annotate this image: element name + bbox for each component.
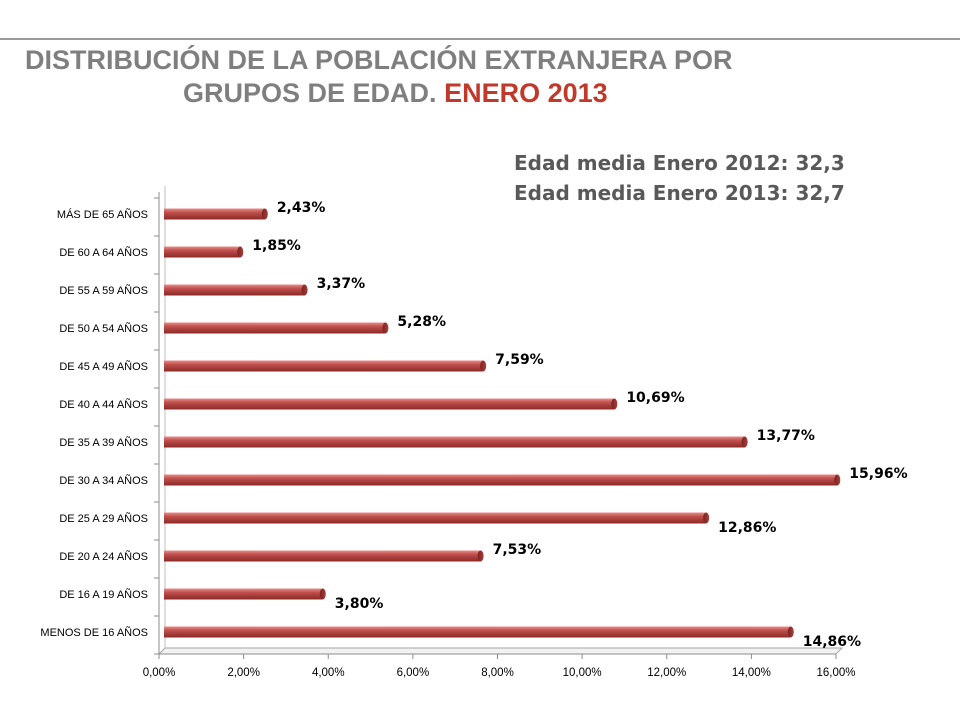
- category-label: DE 45 A 49 AÑOS: [59, 360, 148, 373]
- category-label: DE 16 A 19 AÑOS: [59, 588, 148, 601]
- bar: [164, 322, 386, 334]
- bar: [164, 208, 265, 220]
- data-label: 3,80%: [335, 596, 384, 612]
- x-tick-label: 2,00%: [227, 667, 260, 679]
- average-age-notes: Edad media Enero 2012: 32,3 Edad media E…: [514, 148, 845, 208]
- bar-end-cap: [611, 398, 618, 410]
- x-tick-label: 10,00%: [563, 667, 602, 679]
- chart-axes: 0,00% 2,00% 4,00% 6,00% 8,00% 10,00% 12,00% 14,…: [143, 186, 856, 679]
- x-tick-label: 12,00%: [647, 667, 686, 679]
- average-age-2013: Edad media Enero 2013: 32,7: [514, 181, 845, 205]
- data-label: 2,43%: [277, 200, 326, 216]
- x-tick-label: 8,00%: [481, 667, 514, 679]
- bar-end-cap: [261, 208, 268, 220]
- bar-end-cap: [787, 626, 794, 638]
- category-label: DE 60 A 64 AÑOS: [59, 246, 148, 259]
- category-label: DE 30 A 34 AÑOS: [59, 474, 148, 487]
- category-label: MÁS DE 65 AÑOS: [57, 208, 148, 221]
- bar-end-cap: [834, 474, 841, 486]
- bar-end-cap: [319, 588, 326, 600]
- bar-end-cap: [703, 512, 710, 524]
- data-label: 7,53%: [493, 542, 542, 558]
- x-tick-label: 16,00%: [816, 667, 855, 679]
- bar: [164, 550, 481, 562]
- x-tick-label: 4,00%: [312, 667, 345, 679]
- data-label: 12,86%: [718, 520, 776, 536]
- x-tick-label: 0,00%: [143, 667, 176, 679]
- category-label: DE 50 A 54 AÑOS: [59, 322, 148, 335]
- category-label: DE 55 A 59 AÑOS: [59, 284, 148, 297]
- title-line-1: DISTRIBUCIÓN DE LA POBLACIÓN EXTRANJERA …: [25, 45, 733, 75]
- bar-end-cap: [741, 436, 748, 448]
- title-date-highlight: ENERO 2013: [444, 78, 608, 108]
- bar: [164, 474, 838, 486]
- bar: [164, 284, 305, 296]
- top-divider-line: [0, 38, 960, 40]
- bar-end-cap: [301, 284, 308, 296]
- category-label: MENOS DE 16 AÑOS: [40, 626, 148, 639]
- bar-end-cap: [382, 322, 389, 334]
- bar-end-cap: [237, 246, 244, 258]
- data-label: 15,96%: [849, 466, 907, 482]
- category-label: DE 35 A 39 AÑOS: [59, 436, 148, 449]
- title-line-2: GRUPOS DE EDAD. ENERO 2013: [183, 77, 608, 109]
- bar-end-cap: [477, 550, 484, 562]
- data-label: 5,28%: [397, 314, 446, 330]
- bar: [164, 360, 484, 372]
- data-label: 13,77%: [757, 428, 815, 444]
- data-label: 1,85%: [252, 238, 301, 254]
- x-tick-label: 14,00%: [732, 667, 771, 679]
- category-label: DE 40 A 44 AÑOS: [59, 398, 148, 411]
- title-line-2-prefix: GRUPOS DE EDAD.: [183, 78, 437, 108]
- chart-labels: MÁS DE 65 AÑOS 2,43% DE 60 A 64 AÑOS 1,85% D…: [40, 200, 907, 650]
- bar: [164, 246, 241, 258]
- bar: [164, 398, 615, 410]
- chart-bars: [164, 208, 841, 638]
- bar: [164, 626, 791, 638]
- chart-floor: [157, 647, 844, 655]
- category-label: DE 25 A 29 AÑOS: [59, 512, 148, 525]
- bar-end-cap: [480, 360, 487, 372]
- bar: [164, 588, 323, 600]
- bar: [164, 436, 745, 448]
- data-label: 3,37%: [317, 276, 366, 292]
- data-label: 7,59%: [495, 352, 544, 368]
- bar: [164, 512, 707, 524]
- data-label: 10,69%: [626, 390, 684, 406]
- data-label: 14,86%: [803, 634, 861, 650]
- x-tick-label: 6,00%: [397, 667, 430, 679]
- category-label: DE 20 A 24 AÑOS: [59, 550, 148, 563]
- average-age-2012: Edad media Enero 2012: 32,3: [514, 151, 845, 175]
